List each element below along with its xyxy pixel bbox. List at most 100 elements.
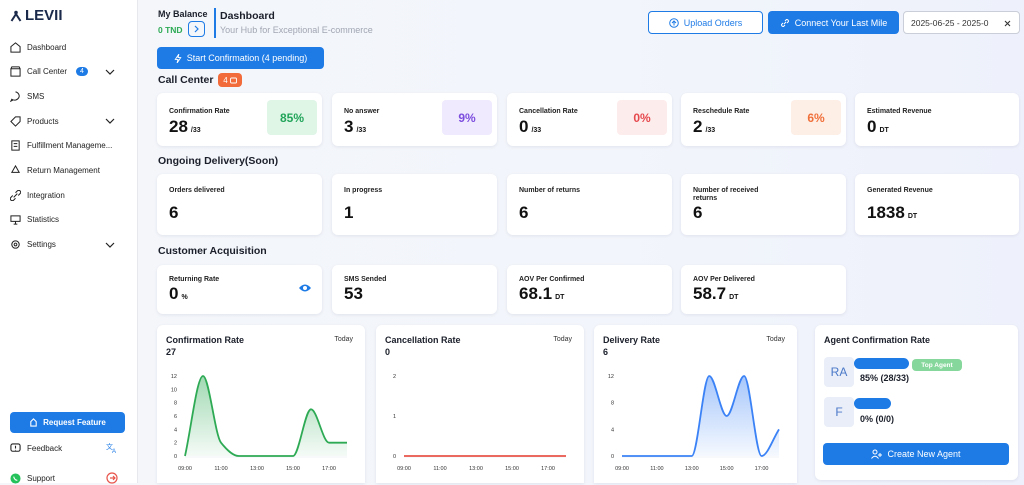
stat-card: Orders delivered 6 (157, 174, 322, 235)
toggle-visibility[interactable] (298, 283, 312, 293)
rate-badge: 85% (267, 100, 317, 135)
rate-badge: 9% (442, 100, 492, 135)
icon-shape (10, 165, 21, 173)
stat-unit: /33 (190, 127, 201, 134)
upload-orders-button[interactable]: Upload Orders (648, 11, 763, 34)
stat-unit: DT (729, 294, 739, 301)
y-tick-label: 4 (611, 427, 614, 433)
top-agent-badge: Top Agent (912, 359, 962, 371)
stat-label: Confirmation Rate (169, 108, 230, 115)
start-confirmation-button[interactable]: Start Confirmation (4 pending) (157, 47, 324, 69)
agent-avatar: F (824, 397, 854, 427)
menu-icon (11, 140, 20, 151)
menu-label: Integration (27, 190, 65, 200)
feedback-link[interactable]: Feedback (10, 441, 62, 455)
stat-unit: /33 (531, 127, 542, 134)
stat-number: 1 (344, 203, 354, 222)
menu-item[interactable]: Call Center 4 (10, 65, 115, 79)
agent-stat: 0% (0/0) (860, 414, 895, 424)
stat-card: Estimated Revenue 0 DT (855, 93, 1019, 146)
stat-label: AOV Per Delivered (693, 276, 755, 283)
x-tick-label: 09:00 (615, 466, 629, 472)
stat-unit: DT (907, 213, 918, 220)
stat-number: 6 (169, 203, 179, 222)
icon-shape (10, 116, 21, 127)
stat-number: 68.1 (519, 284, 553, 303)
create-agent-button[interactable]: Create New Agent (823, 443, 1009, 465)
icon (780, 18, 789, 27)
svg-text:文: 文 (106, 442, 113, 451)
date-range-picker[interactable]: 2025-06-25 - 2025-0 (903, 11, 1020, 34)
menu-item[interactable]: Settings (10, 238, 115, 252)
support-link[interactable]: Support (10, 471, 55, 485)
stat-number: 58.7 (693, 284, 727, 303)
menu-item[interactable]: Products (10, 114, 115, 128)
menu-item[interactable]: Return Management (10, 164, 100, 178)
logo[interactable]: LEVII (10, 7, 63, 24)
icon-shape (10, 189, 21, 201)
menu-icon (11, 240, 20, 249)
stat-value: 28/33 (169, 117, 201, 137)
menu-item[interactable]: Statistics (10, 213, 59, 227)
stat-value: 0% (169, 284, 188, 304)
stat-value: 58.7 DT (693, 284, 738, 304)
icon-shape (10, 91, 20, 102)
request-feature-button[interactable]: Request Feature (10, 412, 125, 433)
stat-number: 6 (693, 203, 703, 222)
icon-shape (10, 215, 21, 225)
balance-label: My Balance (158, 9, 208, 19)
clear-icon[interactable] (1004, 20, 1011, 27)
chevron[interactable] (105, 242, 115, 248)
x-tick-label: 15:00 (505, 466, 519, 472)
stat-card: AOV Per Confirmed 68.1 DT (507, 265, 672, 314)
stat-card: No answer 3/33 9% (332, 93, 497, 146)
logout-icon[interactable] (106, 472, 118, 484)
y-tick-label: 0 (174, 454, 177, 460)
x-tick-label: 13:00 (469, 466, 483, 472)
rate-badge: 0% (617, 100, 667, 135)
icon-shape (11, 140, 20, 151)
chevron[interactable] (105, 69, 115, 75)
menu-item[interactable]: Dashboard (10, 40, 66, 54)
menu-item[interactable]: SMS (10, 89, 44, 103)
agent-card: Agent Confirmation Rate RA Top Agent 85%… (815, 325, 1018, 480)
chart-title: Delivery Rate (603, 335, 661, 345)
icon-shape (11, 240, 20, 249)
connect-last-mile-button[interactable]: Connect Your Last Mile (768, 11, 899, 34)
y-tick-label: 2 (393, 374, 396, 380)
stat-label: SMS Sended (344, 276, 387, 283)
eye-pupil (303, 286, 307, 290)
chevron-shape (105, 69, 115, 75)
icon (10, 472, 21, 484)
chevron-shape (105, 242, 115, 248)
link-label: Feedback (27, 443, 63, 453)
menu-item[interactable]: Fulfillment Manageme... (10, 139, 112, 153)
stat-number: 1838 (867, 203, 905, 222)
y-tick-label: 8 (174, 401, 177, 407)
chart-period: Today (553, 336, 572, 343)
line (184, 375, 347, 457)
menu-icon (10, 66, 21, 77)
balance-button[interactable] (188, 21, 205, 37)
menu-label: SMS (27, 91, 45, 101)
stat-card: In progress 1 (332, 174, 497, 235)
chart-card: Cancellation Rate 0 Today 0 1 2 09:00 11:00 13:0… (376, 325, 584, 483)
stat-value: 1838 DT (867, 203, 917, 223)
icon (229, 77, 237, 83)
menu-label: Return Management (27, 166, 100, 175)
menu-label: Products (27, 116, 59, 126)
menu-item[interactable]: Integration (10, 188, 65, 202)
translate-icon[interactable]: 文A (106, 442, 118, 454)
button-label: Request Feature (43, 418, 106, 427)
section-title: Call Center (158, 74, 214, 86)
y-tick-label: 6 (174, 414, 177, 420)
chevron[interactable] (105, 118, 115, 124)
stat-number: 0 (867, 117, 877, 136)
icon (30, 418, 37, 427)
stat-value: 53 (344, 284, 363, 304)
agent-name-redacted (854, 358, 909, 369)
icon (10, 442, 21, 452)
page-title: Dashboard (220, 10, 275, 22)
stat-label: Cancellation Rate (519, 108, 578, 115)
